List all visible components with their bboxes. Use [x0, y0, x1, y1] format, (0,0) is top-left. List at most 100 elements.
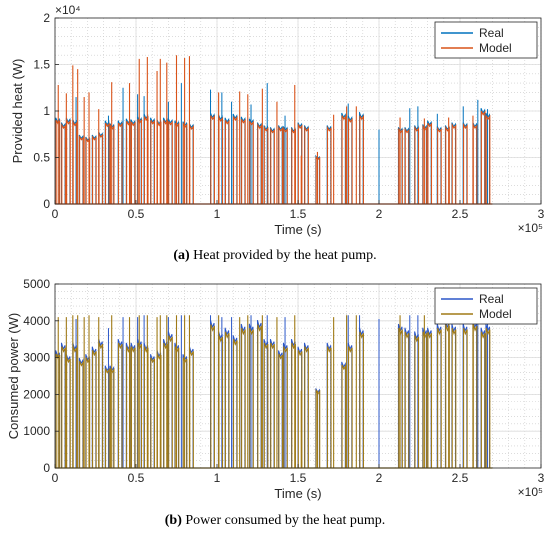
series-model-cycle: [130, 121, 136, 204]
series-model-cycle: [326, 125, 332, 204]
series-model-cycle: [126, 346, 131, 468]
series-model-cycle: [85, 357, 91, 468]
series-model-cycle: [480, 110, 486, 204]
series-model-cycle: [270, 342, 275, 468]
series-model-cycle: [150, 357, 156, 468]
series-model-cycle: [224, 331, 230, 468]
legend-entry: Model: [479, 41, 512, 55]
series-model-cycle: [117, 342, 123, 468]
series-model-cycle: [427, 331, 433, 468]
series-model-cycle: [404, 127, 410, 204]
y-tick-label: 1000: [23, 424, 50, 438]
x-tick-label: 1: [214, 207, 221, 221]
series-model-cycle: [485, 327, 491, 468]
series-model-cycle: [291, 127, 296, 204]
y-tick-label: 4000: [23, 314, 50, 328]
caption-power-consumed: (b) Power consumed by the heat pump.: [0, 513, 550, 529]
y-exponent-label: ×10⁴: [55, 3, 81, 17]
series-model-cycle: [241, 118, 246, 204]
series-model-cycle: [283, 346, 288, 468]
series-model-cycle: [480, 331, 486, 468]
x-exponent-label: ×10⁵: [518, 485, 543, 499]
caption-tag: (b): [164, 513, 182, 528]
series-model-cycle: [232, 339, 238, 468]
x-tick-label: 2: [376, 471, 383, 485]
series-model-cycle: [224, 119, 230, 204]
legend-entry: Real: [479, 26, 504, 40]
x-tick-label: 3: [538, 471, 545, 485]
series-model-cycle: [92, 135, 97, 204]
series-model-cycle: [347, 117, 353, 204]
series-model-cycle: [104, 122, 110, 204]
series-model-cycle: [437, 126, 442, 204]
y-tick-label: 0.5: [33, 151, 50, 165]
x-tick-label: 0: [52, 471, 59, 485]
series-model-cycle: [341, 363, 347, 468]
y-tick-label: 5000: [23, 277, 50, 291]
y-tick-label: 1.5: [33, 58, 50, 72]
x-exponent-label: ×10⁵: [518, 221, 543, 235]
series-model-cycle: [117, 122, 123, 204]
legend-entry: Model: [479, 307, 512, 321]
series-model-cycle: [326, 346, 332, 468]
y-axis-label: Consumed power (W): [6, 313, 21, 439]
y-tick-label: 2000: [23, 387, 50, 401]
series-model-cycle: [359, 331, 364, 468]
chart-heat-provided: 0 0.5 1 1.5 2 2.5 3 0 0.5 1 1.5 2 Time (s) Provided h…: [10, 3, 545, 237]
y-axis-label: Provided heat (W): [10, 59, 25, 164]
series-model-cycle: [104, 367, 110, 468]
x-tick-label: 0: [52, 207, 59, 221]
series-model-cycle: [404, 331, 410, 468]
caption-text: Power consumed by the heat pump.: [181, 513, 386, 528]
series-model-cycle: [143, 115, 149, 204]
y-tick-label: 0: [43, 197, 50, 211]
series-model-cycle: [163, 119, 168, 204]
series-model-cycle: [485, 114, 491, 204]
legend-box: [434, 287, 538, 325]
series-model-cycle: [130, 346, 136, 468]
y-tick-label: 0: [43, 461, 50, 475]
legend-entry: Real: [479, 292, 504, 306]
legend-box: [434, 21, 538, 59]
x-tick-label: 0.5: [128, 207, 145, 221]
series-model-cycle: [210, 324, 215, 468]
series-model-cycle: [451, 327, 457, 468]
series-model-cycle: [241, 327, 246, 468]
series-model-cycle: [278, 125, 283, 204]
series-model-cycle: [257, 122, 262, 204]
x-axis-label: Time (s): [274, 222, 321, 237]
series-model-cycle: [232, 115, 238, 204]
x-tick-label: 1: [214, 471, 221, 485]
series-model-cycle: [445, 324, 450, 468]
series-model-cycle: [168, 335, 173, 468]
x-tick-label: 0.5: [128, 471, 145, 485]
series-model-cycle: [297, 350, 303, 468]
series-model-cycle: [463, 122, 468, 204]
series-model-cycle: [463, 327, 468, 468]
y-tick-label: 3000: [23, 351, 50, 365]
series-model-cycle: [249, 120, 254, 204]
series-model-cycle: [341, 114, 347, 204]
series-model-cycle: [451, 122, 457, 204]
series-model-cycle: [359, 114, 364, 204]
series-model-cycle: [291, 342, 296, 468]
x-tick-label: 1.5: [290, 207, 307, 221]
caption-text: Heat provided by the heat pump.: [189, 248, 377, 263]
x-tick-label: 2: [376, 207, 383, 221]
y-tick-label: 1: [43, 104, 50, 118]
series-model-cycle: [445, 125, 450, 204]
x-tick-label: 2.5: [452, 471, 469, 485]
series-model-cycle: [210, 114, 215, 204]
series-model-cycle: [297, 122, 303, 204]
series-model-cycle: [126, 120, 131, 204]
series-model-cycle: [85, 137, 91, 204]
caption-heat-provided: (a) Heat provided by the heat pump.: [0, 248, 550, 264]
series-model-cycle: [150, 119, 156, 204]
series-model-cycle: [414, 335, 420, 468]
caption-tag: (a): [173, 248, 190, 263]
series-model-cycle: [304, 346, 309, 468]
series-model-cycle: [143, 346, 149, 468]
series-model-cycle: [249, 327, 254, 468]
series-model-cycle: [414, 125, 420, 204]
